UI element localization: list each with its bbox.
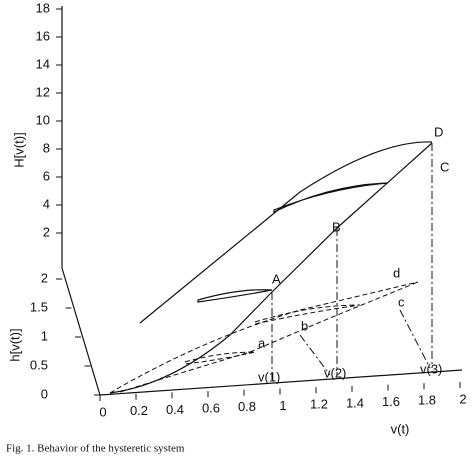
- h-tick-label: 0: [41, 386, 48, 401]
- loop-lower: [197, 289, 273, 303]
- v-tick-label: 0.4: [166, 402, 184, 417]
- v-tick-label: 2: [459, 391, 466, 406]
- v-axis-label: v(t): [391, 421, 410, 436]
- v-tick-label: 0: [99, 404, 106, 419]
- v-tick-label: 1: [279, 398, 286, 413]
- v-tick-label: 1.2: [310, 397, 328, 412]
- lower-branch: [109, 142, 433, 394]
- projection-lower: [119, 281, 419, 393]
- point-label: c: [398, 294, 405, 309]
- v-tick-label: 0.6: [202, 401, 220, 416]
- H-tick-label: 18: [36, 0, 50, 15]
- point-label: d: [393, 265, 400, 280]
- point-label: B: [332, 219, 341, 234]
- point-label: C: [440, 159, 449, 174]
- H-tick-label: 14: [36, 56, 50, 71]
- point-label: b: [301, 318, 308, 333]
- h-tick-label: 0.5: [30, 357, 48, 372]
- point-label: D: [434, 124, 443, 139]
- H-tick-label: 10: [36, 112, 50, 127]
- H-tick-label: 6: [43, 168, 50, 183]
- v-tick-label: 0.2: [130, 403, 148, 418]
- loop-upper: [273, 182, 389, 213]
- h-tick-label: 1.5: [30, 299, 48, 314]
- caption: Fig. 1. Behavior of the hysteretic syste…: [6, 443, 185, 455]
- v-tick-label: 0.8: [238, 399, 256, 414]
- drop-c: [399, 309, 431, 369]
- point-label: A: [272, 271, 281, 286]
- point-label: v(3): [420, 361, 442, 376]
- h-axis-label: h[v(t)]: [7, 328, 22, 361]
- point-label: a: [258, 335, 266, 350]
- h-tick-label: 1: [41, 328, 48, 343]
- v-tick-label: 1.4: [346, 395, 364, 410]
- H-tick-label: 16: [36, 28, 50, 43]
- H-tick-label: 4: [43, 196, 50, 211]
- upper-branch: [139, 141, 433, 324]
- H-tick-label: 12: [36, 84, 50, 99]
- v-tick-label: 1.8: [418, 393, 436, 408]
- axes: [61, 6, 463, 396]
- v-tick-label: 1.6: [382, 394, 400, 409]
- projection-loop-b: [254, 304, 361, 325]
- point-label: v(1): [258, 369, 280, 384]
- H-tick-label: 8: [43, 140, 50, 155]
- projection-upper: [109, 281, 419, 394]
- H-axis-label: H[v(t)]: [11, 132, 26, 167]
- H-tick-label: 2: [43, 224, 50, 239]
- point-label: v(2): [324, 365, 346, 380]
- h-tick-label: 2: [41, 270, 48, 285]
- h-axis: [61, 267, 101, 396]
- projection-loop-a: [184, 351, 256, 365]
- v-axis: [99, 369, 463, 396]
- curves: [109, 141, 433, 394]
